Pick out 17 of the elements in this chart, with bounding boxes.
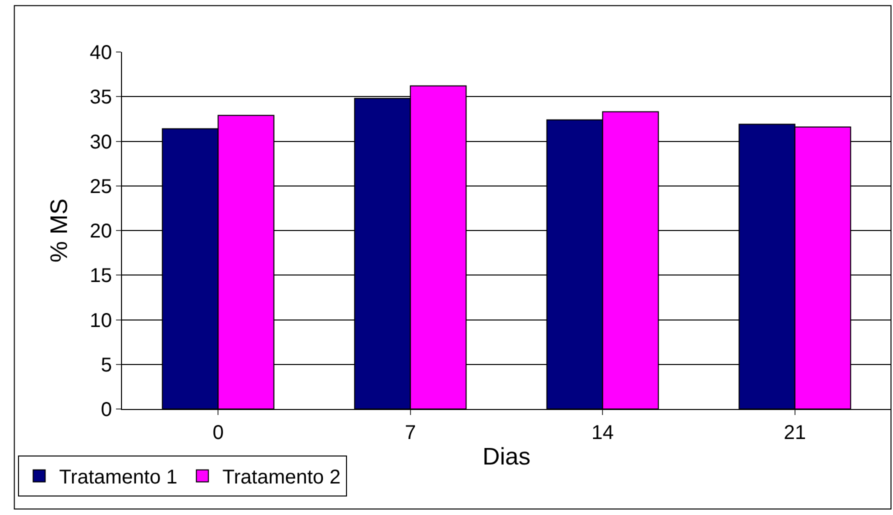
y-tick-label: 40 — [90, 42, 112, 64]
x-tick-label: 0 — [212, 422, 224, 444]
x-tick-label: 21 — [784, 422, 806, 444]
y-tick-label: 15 — [90, 265, 112, 288]
legend-label: Tratamento 2 — [222, 466, 341, 489]
y-tick-label: 0 — [100, 399, 112, 421]
x-tick-label: 14 — [592, 422, 614, 444]
y-tick-label: 30 — [90, 131, 112, 154]
x-tick-label: 7 — [404, 422, 416, 444]
y-tick-label: 35 — [90, 86, 112, 109]
y-tick-label: 25 — [90, 176, 112, 198]
y-tick-label: 5 — [100, 354, 112, 376]
x-axis-title: Dias — [482, 443, 531, 470]
y-axis-title: % MS — [46, 198, 73, 263]
legend-label: Tratamento 1 — [59, 466, 178, 489]
y-tick-label: 10 — [90, 310, 112, 332]
y-tick-label: 20 — [90, 220, 112, 242]
